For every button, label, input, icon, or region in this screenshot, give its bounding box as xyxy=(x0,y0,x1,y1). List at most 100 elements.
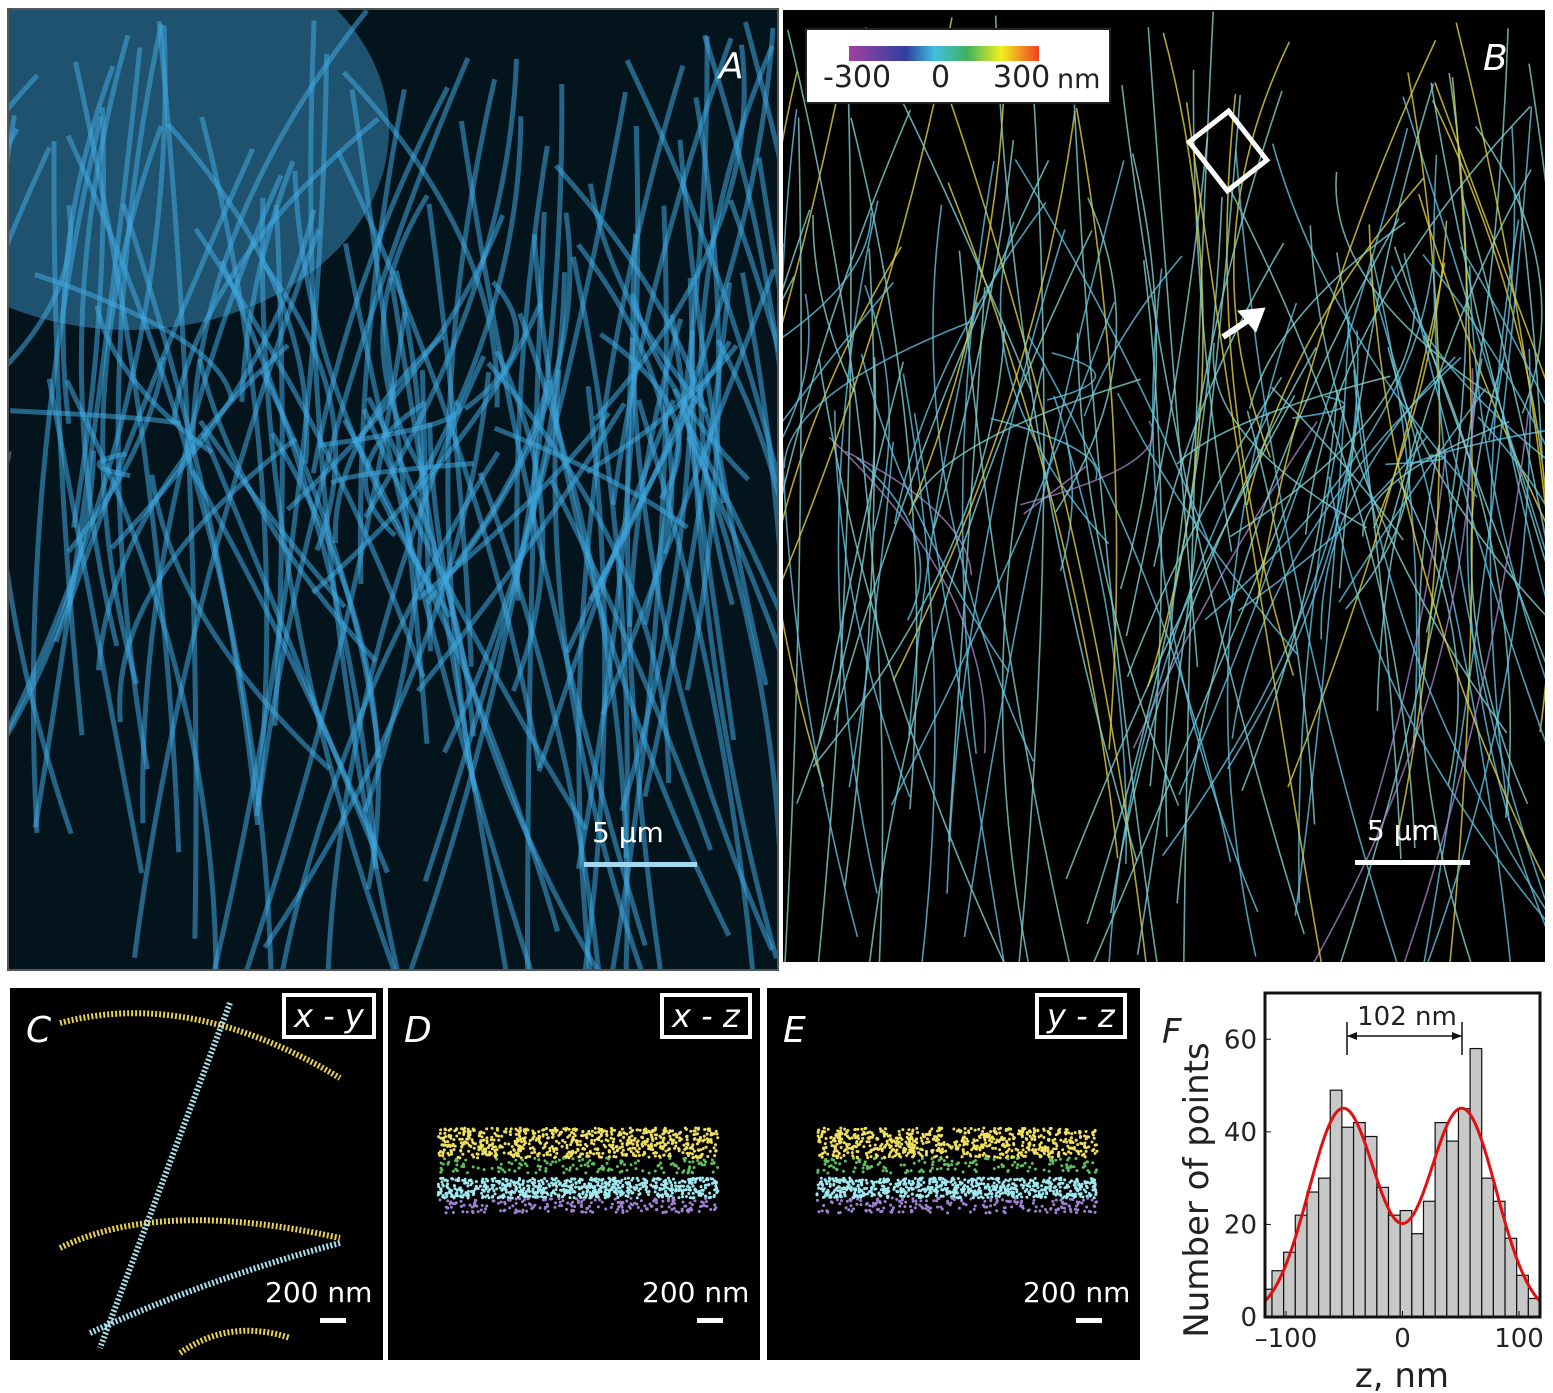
localization-dot xyxy=(687,1168,691,1172)
localization-dot xyxy=(907,1181,911,1185)
filament xyxy=(999,221,1110,545)
localization-dot xyxy=(842,1153,846,1157)
localization-dot xyxy=(876,1207,880,1211)
localization-dot xyxy=(847,1208,851,1212)
localization-dot xyxy=(581,1192,585,1196)
filament xyxy=(341,70,500,408)
localization-dot xyxy=(942,1143,946,1147)
localization-dot xyxy=(688,1160,692,1164)
localization-dot xyxy=(1074,1186,1078,1190)
localization-dot xyxy=(450,1150,454,1154)
localization-dot xyxy=(465,1171,469,1175)
localization-dot xyxy=(939,1157,943,1161)
localization-dot xyxy=(1023,1161,1027,1165)
filament xyxy=(524,211,547,969)
localization-dot xyxy=(538,1206,542,1210)
localization-dot xyxy=(481,1188,485,1192)
localization-dot xyxy=(510,1145,514,1149)
localization-dot xyxy=(984,1141,988,1145)
localization-dot xyxy=(521,1183,525,1187)
localization-dot xyxy=(823,1162,827,1166)
filament xyxy=(1335,252,1402,860)
localization-dot xyxy=(630,1178,634,1182)
localization-dot xyxy=(692,1196,696,1200)
localization-dot xyxy=(928,1210,932,1214)
localization-dot xyxy=(600,1182,604,1186)
localization-dot xyxy=(907,1179,911,1183)
localization-dot xyxy=(554,1201,558,1205)
localization-dot xyxy=(940,1147,944,1151)
localization-dot xyxy=(1039,1154,1043,1158)
localization-dot xyxy=(897,1129,901,1133)
localization-dot xyxy=(487,1196,491,1200)
localization-dot xyxy=(820,1180,824,1184)
localization-dot xyxy=(944,1149,948,1153)
filament xyxy=(963,160,1125,938)
colorbar-tick: 0 xyxy=(931,60,951,95)
filament xyxy=(576,64,686,969)
localization-dot xyxy=(509,1127,513,1131)
localization-dot xyxy=(459,1204,463,1208)
localization-dot xyxy=(518,1197,522,1201)
localization-dot xyxy=(539,1178,543,1182)
localization-dot xyxy=(621,1148,625,1152)
localization-dot xyxy=(489,1143,493,1147)
localization-dot xyxy=(694,1132,698,1136)
localization-dot xyxy=(654,1181,658,1185)
localization-dot xyxy=(869,1165,873,1169)
localization-dot xyxy=(551,1132,555,1136)
filament xyxy=(120,203,261,826)
localization-dot xyxy=(508,1182,512,1186)
localization-dot xyxy=(1063,1206,1067,1210)
localization-dot xyxy=(1077,1152,1081,1156)
localization-dot xyxy=(508,1206,512,1210)
localization-dot xyxy=(895,1184,899,1188)
localization-dot xyxy=(683,1180,687,1184)
localization-dot xyxy=(955,1140,959,1144)
localization-dot xyxy=(889,1137,893,1141)
localization-dot xyxy=(884,1180,888,1184)
localization-dot xyxy=(528,1138,532,1142)
filament xyxy=(684,97,722,691)
localization-dot xyxy=(710,1181,714,1185)
localization-dot xyxy=(607,1176,611,1180)
localization-dot xyxy=(662,1171,666,1175)
filament xyxy=(1178,127,1409,796)
localization-dot xyxy=(1011,1190,1015,1194)
localization-dot xyxy=(700,1204,704,1208)
localization-dot xyxy=(522,1198,526,1202)
localization-dot xyxy=(997,1180,1001,1184)
localization-dot xyxy=(617,1205,621,1209)
scale-bar-c xyxy=(320,1318,346,1323)
localization-dot xyxy=(671,1199,675,1203)
localization-dot xyxy=(824,1145,828,1149)
localization-dot xyxy=(458,1137,462,1141)
localization-dot xyxy=(703,1186,707,1190)
localization-dot xyxy=(537,1182,541,1186)
localization-dot xyxy=(509,1179,513,1183)
localization-dot xyxy=(1042,1188,1046,1192)
localization-dot xyxy=(545,1179,549,1183)
localization-dot xyxy=(988,1204,992,1208)
localization-dot xyxy=(1033,1176,1037,1180)
localization-dot xyxy=(604,1207,608,1211)
localization-dot xyxy=(860,1178,864,1182)
localization-dot xyxy=(971,1185,975,1189)
localization-dot xyxy=(604,1138,608,1142)
filament xyxy=(961,160,995,754)
localization-dot xyxy=(715,1191,719,1195)
localization-dot xyxy=(709,1207,713,1211)
localization-dot xyxy=(681,1200,685,1204)
localization-dot xyxy=(1053,1141,1057,1145)
localization-dot xyxy=(495,1179,499,1183)
filament xyxy=(994,15,1138,862)
localization-dot xyxy=(490,1126,494,1130)
localization-dot xyxy=(962,1143,966,1147)
localization-dot xyxy=(540,1195,544,1199)
localization-dot xyxy=(590,1178,594,1182)
localization-dot xyxy=(483,1183,487,1187)
localization-dot xyxy=(1030,1161,1034,1165)
localization-dot xyxy=(708,1149,712,1153)
filament xyxy=(837,200,879,894)
localization-dot xyxy=(1054,1208,1058,1212)
